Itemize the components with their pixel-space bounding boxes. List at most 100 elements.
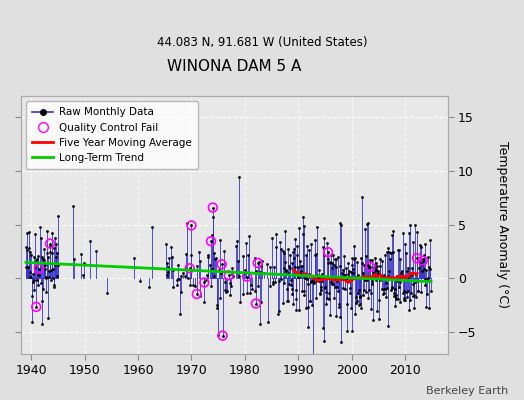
Point	[422, 267, 431, 273]
Point	[193, 263, 201, 269]
Point	[319, 244, 327, 251]
Point	[388, 285, 397, 292]
Point	[380, 286, 388, 292]
Point	[219, 332, 227, 339]
Point	[413, 229, 422, 236]
Point	[344, 278, 353, 284]
Point	[305, 298, 314, 304]
Point	[92, 248, 100, 254]
Legend: Raw Monthly Data, Quality Control Fail, Five Year Moving Average, Long-Term Tren: Raw Monthly Data, Quality Control Fail, …	[26, 101, 198, 169]
Point	[306, 298, 314, 304]
Point	[363, 276, 371, 283]
Point	[352, 300, 360, 306]
Point	[285, 281, 293, 287]
Point	[287, 282, 295, 288]
Point	[401, 250, 410, 256]
Point	[367, 280, 376, 287]
Point	[50, 245, 59, 251]
Point	[254, 260, 262, 266]
Point	[400, 296, 408, 303]
Point	[370, 264, 378, 270]
Point	[30, 287, 39, 293]
Point	[269, 280, 278, 287]
Point	[313, 223, 321, 230]
Point	[314, 274, 322, 280]
Point	[32, 276, 41, 283]
Point	[325, 296, 333, 302]
Point	[324, 249, 332, 256]
Point	[177, 289, 185, 295]
Point	[423, 254, 432, 260]
Point	[190, 283, 199, 289]
Point	[328, 260, 336, 266]
Point	[368, 256, 377, 263]
Point	[324, 249, 332, 256]
Point	[22, 264, 30, 270]
Point	[301, 275, 309, 281]
Point	[281, 268, 290, 274]
Point	[396, 278, 404, 285]
Point	[193, 291, 201, 297]
Point	[209, 204, 217, 211]
Point	[210, 273, 218, 279]
Point	[34, 271, 42, 278]
Point	[225, 280, 234, 286]
Point	[161, 241, 170, 247]
Point	[29, 254, 38, 260]
Point	[326, 252, 335, 258]
Point	[408, 265, 416, 271]
Point	[310, 280, 319, 286]
Point	[234, 258, 242, 264]
Point	[288, 286, 296, 292]
Point	[289, 248, 297, 255]
Point	[354, 290, 363, 296]
Point	[290, 264, 299, 270]
Text: Berkeley Earth: Berkeley Earth	[426, 386, 508, 396]
Point	[54, 262, 62, 268]
Point	[243, 273, 251, 280]
Point	[357, 304, 366, 311]
Point	[204, 252, 212, 258]
Point	[293, 274, 302, 280]
Point	[136, 278, 145, 285]
Point	[385, 249, 394, 256]
Point	[79, 272, 88, 278]
Point	[216, 295, 225, 302]
Point	[304, 247, 313, 254]
Point	[364, 262, 373, 268]
Point	[352, 274, 361, 280]
Point	[30, 277, 38, 284]
Point	[220, 248, 228, 254]
Point	[410, 292, 419, 298]
Point	[348, 266, 357, 272]
Point	[289, 300, 298, 307]
Point	[409, 293, 418, 300]
Point	[346, 268, 355, 275]
Point	[378, 286, 386, 292]
Point	[48, 250, 56, 256]
Point	[343, 327, 351, 334]
Point	[331, 264, 340, 270]
Point	[350, 243, 358, 249]
Point	[172, 277, 181, 284]
Point	[344, 271, 352, 278]
Point	[401, 240, 410, 247]
Point	[366, 257, 374, 263]
Point	[184, 275, 192, 281]
Point	[419, 252, 428, 258]
Point	[336, 220, 345, 226]
Point	[337, 222, 345, 228]
Point	[279, 249, 288, 256]
Point	[342, 276, 350, 282]
Point	[299, 223, 308, 230]
Point	[402, 294, 411, 300]
Point	[329, 252, 337, 258]
Point	[200, 298, 208, 305]
Point	[424, 278, 433, 284]
Point	[392, 292, 401, 298]
Point	[200, 279, 209, 286]
Point	[286, 265, 294, 272]
Point	[371, 255, 379, 261]
Point	[209, 214, 217, 220]
Point	[202, 276, 210, 283]
